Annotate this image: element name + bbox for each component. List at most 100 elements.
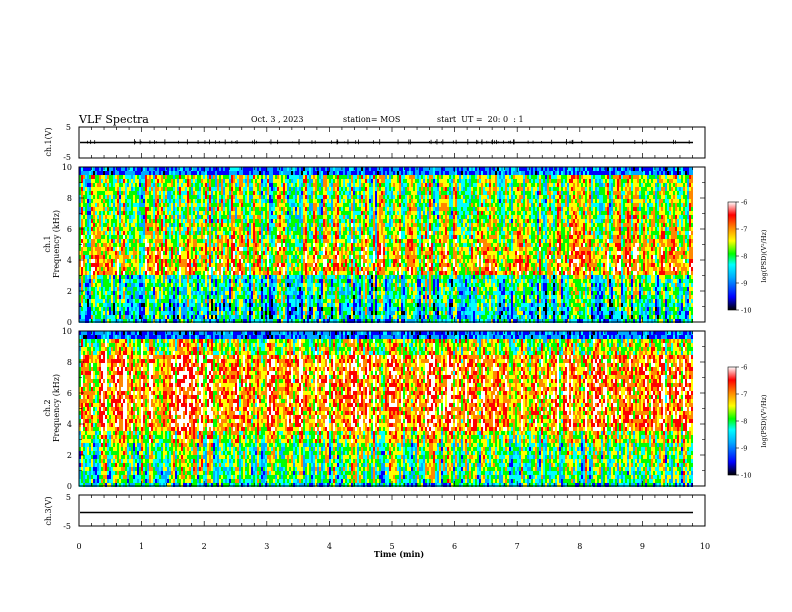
spectrogram-cell <box>327 287 329 291</box>
spectrogram-cell <box>255 215 257 219</box>
spectrogram-cell <box>165 211 167 215</box>
spectrogram-cell <box>127 315 129 319</box>
spectrogram-cell <box>117 255 119 259</box>
spectrogram-cell <box>217 307 219 311</box>
spectrogram-cell <box>239 303 241 307</box>
spectrogram-cell <box>153 303 155 307</box>
spectrogram-cell <box>125 315 127 319</box>
spectrogram-cell <box>233 295 235 299</box>
spectrogram-cell <box>285 227 287 231</box>
spectrogram-cell <box>105 183 107 187</box>
spectrogram-cell <box>303 187 305 191</box>
spectrogram-cell <box>229 171 231 175</box>
spectrogram-cell <box>179 175 181 179</box>
spectrogram-cell <box>313 283 315 287</box>
spectrogram-cell <box>263 311 265 315</box>
spectrogram-cell <box>263 227 265 231</box>
spectrogram-cell <box>183 303 185 307</box>
spectrogram-cell <box>319 315 321 319</box>
spectrogram-cell <box>283 255 285 259</box>
spectrogram-cell <box>259 191 261 195</box>
spectrogram-cell <box>167 195 169 199</box>
spectrogram-cell <box>135 271 137 275</box>
spectrogram-cell <box>143 279 145 283</box>
spectrogram-cell <box>203 303 205 307</box>
spectrogram-cell <box>235 171 237 175</box>
spectrogram-cell <box>147 259 149 263</box>
spectrogram-cell <box>297 183 299 187</box>
spectrogram-cell <box>133 219 135 223</box>
spectrogram-cell <box>199 183 201 187</box>
spectrogram-cell <box>113 175 115 179</box>
spectrogram-cell <box>161 271 163 275</box>
spectrogram-cell <box>135 203 137 207</box>
spectrogram-cell <box>321 227 323 231</box>
spectrogram-cell <box>107 295 109 299</box>
spectrogram-cell <box>143 283 145 287</box>
spectrogram-cell <box>81 215 83 219</box>
spectrogram-cell <box>295 207 297 211</box>
spectrogram-cell <box>197 215 199 219</box>
spectrogram-cell <box>191 215 193 219</box>
spectrogram-cell <box>207 247 209 251</box>
spectrogram-cell <box>225 207 227 211</box>
spectrogram-cell <box>281 227 283 231</box>
spectrogram-cell <box>125 291 127 295</box>
spectrogram-cell <box>177 231 179 235</box>
spectrogram-cell <box>123 223 125 227</box>
spectrogram-cell <box>125 279 127 283</box>
spectrogram-cell <box>129 231 131 235</box>
spectrogram-cell <box>97 259 99 263</box>
spectrogram-cell <box>307 315 309 319</box>
spectrogram-cell <box>283 203 285 207</box>
spectrogram-cell <box>239 179 241 183</box>
spectrogram-cell <box>279 251 281 255</box>
spectrogram-cell <box>293 199 295 203</box>
spectrogram-cell <box>199 231 201 235</box>
spectrogram-cell <box>183 167 185 171</box>
spectrogram-cell <box>91 299 93 303</box>
spectrogram-cell <box>199 303 201 307</box>
spectrogram-cell <box>133 203 135 207</box>
spectrogram-cell <box>165 191 167 195</box>
spectrogram-cell <box>149 199 151 203</box>
spectrogram-cell <box>223 283 225 287</box>
spectrogram-cell <box>113 315 115 319</box>
spectrogram-cell <box>219 175 221 179</box>
spectrogram-cell <box>303 183 305 187</box>
spectrogram-cell <box>301 251 303 255</box>
spectrogram-cell <box>235 247 237 251</box>
spectrogram-cell <box>95 239 97 243</box>
spectrogram-cell <box>167 259 169 263</box>
spectrogram-cell <box>289 267 291 271</box>
spectrogram-cell <box>219 183 221 187</box>
spectrogram-cell <box>179 279 181 283</box>
spectrogram-cell <box>251 195 253 199</box>
spectrogram-cell <box>247 231 249 235</box>
spectrogram-cell <box>239 199 241 203</box>
spectrogram-cell <box>125 287 127 291</box>
spectrogram-cell <box>205 187 207 191</box>
spectrogram-cell <box>325 315 327 319</box>
spectrogram-cell <box>87 295 89 299</box>
spectrogram-cell <box>195 215 197 219</box>
spectrogram-cell <box>329 239 331 243</box>
spectrogram-cell <box>247 315 249 319</box>
spectrogram-cell <box>201 243 203 247</box>
spectrogram-cell <box>281 231 283 235</box>
spectrogram-cell <box>263 263 265 267</box>
spectrogram-cell <box>235 223 237 227</box>
spectrogram-cell <box>263 211 265 215</box>
spectrogram-cell <box>237 315 239 319</box>
spectrogram-cell <box>157 235 159 239</box>
spectrogram-cell <box>231 263 233 267</box>
spectrogram-cell <box>201 215 203 219</box>
spectrogram-cell <box>325 303 327 307</box>
spectrogram-cell <box>279 215 281 219</box>
spectrogram-cell <box>117 215 119 219</box>
spectrogram-cell <box>195 271 197 275</box>
spectrogram-cell <box>255 255 257 259</box>
spectrogram-cell <box>271 291 273 295</box>
spectrogram-cell <box>135 239 137 243</box>
spectrogram-cell <box>285 295 287 299</box>
